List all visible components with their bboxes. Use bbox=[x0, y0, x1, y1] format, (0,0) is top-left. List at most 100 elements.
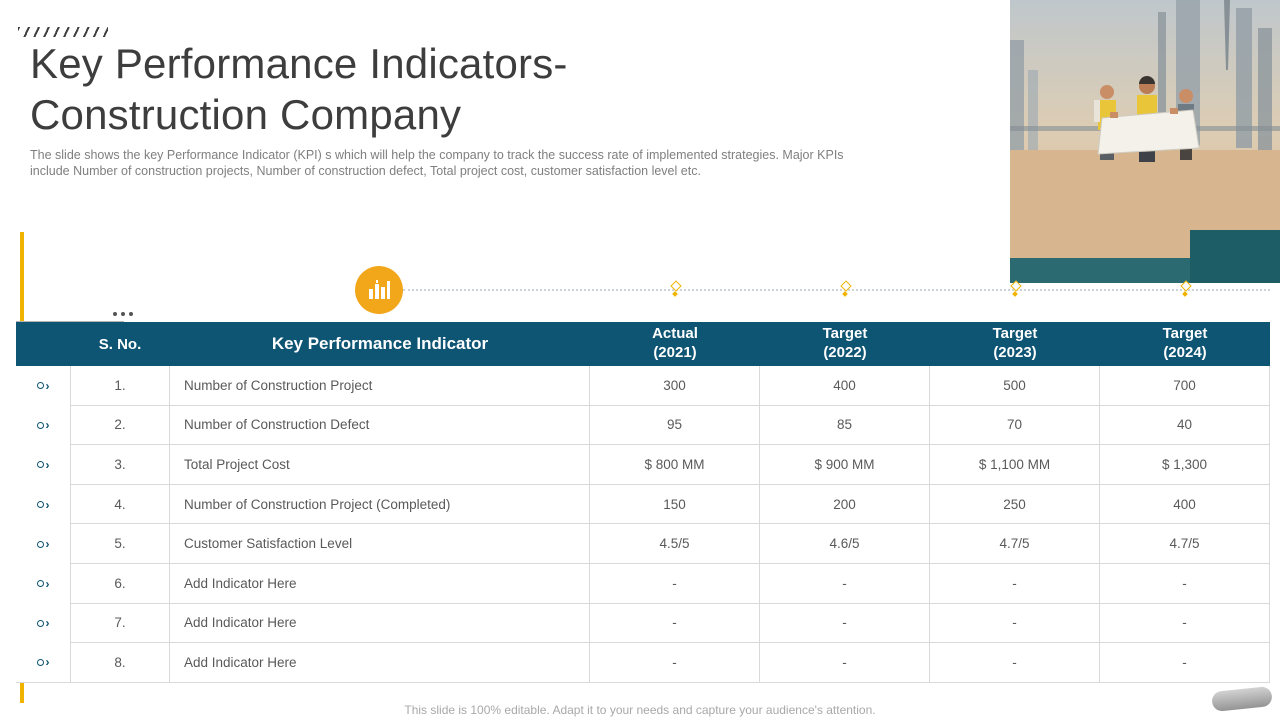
row-value: 300 bbox=[590, 366, 760, 406]
row-value: 200 bbox=[760, 484, 930, 525]
chevron-icon: › bbox=[45, 655, 50, 670]
table-row: › 6. Add Indicator Here - - - - bbox=[16, 563, 1270, 604]
row-sno: 8. bbox=[70, 643, 170, 683]
row-marker: › bbox=[16, 366, 70, 406]
row-value: 700 bbox=[1100, 366, 1270, 406]
row-sno: 6. bbox=[70, 563, 170, 604]
row-kpi-label: Number of Construction Project bbox=[170, 366, 590, 406]
row-value: - bbox=[760, 563, 930, 604]
row-value: - bbox=[1100, 563, 1270, 604]
row-value: - bbox=[590, 563, 760, 604]
row-value: - bbox=[1100, 603, 1270, 644]
kpi-table-body: › 1. Number of Construction Project 300 … bbox=[16, 366, 1270, 683]
chevron-icon: › bbox=[45, 616, 50, 631]
row-marker: › bbox=[16, 524, 70, 564]
row-value: - bbox=[930, 643, 1100, 683]
title-line-2: Construction Company bbox=[30, 91, 462, 139]
row-kpi-label: Add Indicator Here bbox=[170, 563, 590, 604]
row-value: - bbox=[930, 603, 1100, 644]
chart-badge bbox=[355, 266, 403, 314]
diamond-marker bbox=[1180, 282, 1190, 298]
row-value: $ 900 MM bbox=[760, 445, 930, 485]
row-value: - bbox=[590, 603, 760, 644]
row-value: 95 bbox=[590, 405, 760, 446]
column-header-target-2023: Target (2023) bbox=[992, 325, 1038, 361]
diamond-marker bbox=[670, 282, 680, 298]
ellipsis-dots bbox=[113, 312, 117, 316]
row-value: 40 bbox=[1100, 405, 1270, 446]
row-value: 4.7/5 bbox=[1100, 524, 1270, 564]
title-line-1: Key Performance Indicators- bbox=[30, 40, 568, 87]
circle-arrow-icon bbox=[36, 658, 44, 666]
row-value: 70 bbox=[930, 405, 1100, 446]
row-kpi-label: Total Project Cost bbox=[170, 445, 590, 485]
row-sno: 5. bbox=[70, 524, 170, 564]
header-spacer bbox=[16, 322, 70, 366]
row-kpi-label: Number of Construction Project (Complete… bbox=[170, 484, 590, 525]
row-marker: › bbox=[16, 563, 70, 604]
row-marker: › bbox=[16, 405, 70, 446]
row-sno: 2. bbox=[70, 405, 170, 446]
row-value: - bbox=[930, 563, 1100, 604]
chevron-icon: › bbox=[45, 378, 50, 393]
circle-arrow-icon bbox=[36, 619, 44, 627]
row-sno: 4. bbox=[70, 484, 170, 525]
diamond-marker bbox=[840, 282, 850, 298]
construction-photo-illustration bbox=[1010, 0, 1280, 283]
row-marker: › bbox=[16, 603, 70, 644]
circle-arrow-icon bbox=[36, 461, 44, 469]
row-marker: › bbox=[16, 484, 70, 525]
table-row: › 1. Number of Construction Project 300 … bbox=[16, 366, 1270, 406]
slide-description: The slide shows the key Performance Indi… bbox=[30, 148, 844, 179]
row-value: 400 bbox=[760, 366, 930, 406]
row-value: 250 bbox=[930, 484, 1100, 525]
column-header-target-2024: Target (2024) bbox=[1162, 325, 1208, 361]
row-value: $ 1,300 bbox=[1100, 445, 1270, 485]
row-value: - bbox=[760, 603, 930, 644]
row-marker: › bbox=[16, 643, 70, 683]
row-sno: 7. bbox=[70, 603, 170, 644]
table-header-row: S. No. Key Performance Indicator Actual … bbox=[16, 322, 1270, 366]
row-value: - bbox=[590, 643, 760, 683]
row-value: 400 bbox=[1100, 484, 1270, 525]
table-row: › 8. Add Indicator Here - - - - bbox=[16, 643, 1270, 683]
row-value: - bbox=[1100, 643, 1270, 683]
row-value: 500 bbox=[930, 366, 1100, 406]
circle-arrow-icon bbox=[36, 382, 44, 390]
circle-arrow-icon bbox=[36, 501, 44, 509]
decorative-rule bbox=[16, 321, 124, 322]
row-value: $ 1,100 MM bbox=[930, 445, 1100, 485]
row-value: 4.5/5 bbox=[590, 524, 760, 564]
table-row: › 7. Add Indicator Here - - - - bbox=[16, 603, 1270, 644]
page-title: Key Performance Indicators- Construction … bbox=[30, 38, 790, 140]
circle-arrow-icon bbox=[36, 540, 44, 548]
column-header-kpi: Key Performance Indicator bbox=[271, 334, 489, 353]
chevron-icon: › bbox=[45, 497, 50, 512]
row-value: 4.6/5 bbox=[760, 524, 930, 564]
chevron-icon: › bbox=[45, 576, 50, 591]
chevron-icon: › bbox=[45, 457, 50, 472]
circle-arrow-icon bbox=[36, 580, 44, 588]
column-header-actual-2021: Actual (2021) bbox=[652, 325, 698, 361]
circle-arrow-icon bbox=[36, 421, 44, 429]
timeline-dotted-line bbox=[403, 289, 1270, 291]
table-row: › 3. Total Project Cost $ 800 MM $ 900 M… bbox=[16, 445, 1270, 485]
column-header-target-2022: Target (2022) bbox=[822, 325, 868, 361]
row-marker: › bbox=[16, 445, 70, 485]
row-value: 4.7/5 bbox=[930, 524, 1100, 564]
row-value: 85 bbox=[760, 405, 930, 446]
table-row: › 5. Customer Satisfaction Level 4.5/5 4… bbox=[16, 524, 1270, 564]
row-kpi-label: Add Indicator Here bbox=[170, 603, 590, 644]
row-sno: 3. bbox=[70, 445, 170, 485]
row-kpi-label: Number of Construction Defect bbox=[170, 405, 590, 446]
construction-photo bbox=[1010, 0, 1280, 283]
row-value: $ 800 MM bbox=[590, 445, 760, 485]
column-header-sno: S. No. bbox=[98, 335, 142, 353]
decorative-dashes bbox=[18, 27, 108, 37]
chevron-icon: › bbox=[45, 418, 50, 433]
table-row: › 2. Number of Construction Defect 95 85… bbox=[16, 405, 1270, 446]
bar-chart-icon bbox=[369, 280, 390, 299]
footer-note: This slide is 100% editable. Adapt it to… bbox=[404, 703, 876, 717]
diamond-marker bbox=[1010, 282, 1020, 298]
